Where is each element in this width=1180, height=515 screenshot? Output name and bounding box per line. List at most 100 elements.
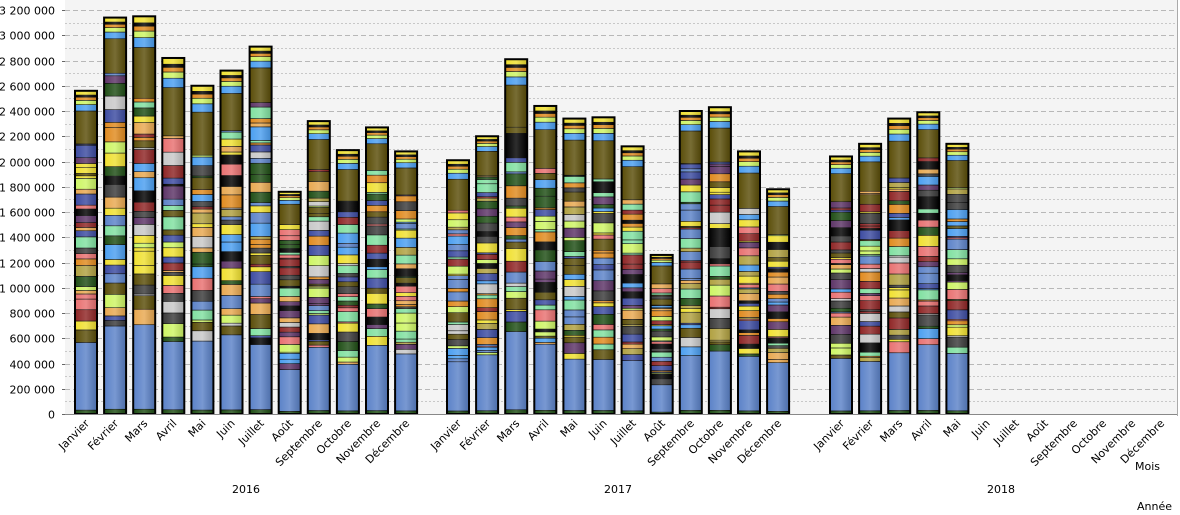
bar-outline: [504, 58, 529, 416]
bar-2016-Novembre: [365, 126, 389, 415]
y-tick-label: 2 000 000: [0, 157, 55, 170]
y-tick-label: 3 000 000: [0, 30, 55, 43]
bar-2017-Novembre: [737, 150, 761, 415]
bar-outline: [737, 150, 761, 415]
bar-2017-Octobre: [707, 106, 732, 416]
bars: [74, 15, 970, 416]
bar-outline: [306, 120, 331, 415]
month-label: Juin: [213, 417, 237, 441]
y-tick-label: 2 200 000: [0, 131, 55, 144]
bar-outline: [562, 117, 587, 415]
month-label: Juillet: [607, 416, 639, 448]
bar-outline: [533, 104, 558, 415]
bar-outline: [649, 253, 674, 415]
y-tick-label: 600 000: [10, 333, 56, 346]
month-label: Février: [457, 417, 493, 453]
bar-2018-Mars: [887, 117, 912, 415]
month-label: Mai: [941, 417, 964, 440]
bar-2017-Juin: [591, 116, 616, 415]
bar-2016-Juillet: [248, 45, 273, 416]
month-label: Mars: [122, 417, 150, 445]
month-label: Janvier: [427, 417, 464, 454]
year-label-2018: 2018: [987, 483, 1015, 496]
y-tick-label: 0: [48, 409, 55, 422]
y-tick-label: 2 400 000: [0, 106, 55, 119]
month-label: Juillet: [235, 416, 267, 448]
y-tick-label: 1 800 000: [0, 182, 55, 195]
bar-2016-Octobre: [335, 149, 360, 415]
month-label: Janvier: [810, 417, 847, 454]
bar-outline: [887, 117, 912, 415]
bar-outline: [365, 126, 389, 415]
bar-2017-Avril: [533, 104, 558, 415]
bar-outline: [591, 116, 616, 415]
x-axis-title-mois: Mois: [1135, 460, 1160, 473]
bar-2016-Février: [103, 16, 128, 415]
y-tick-label: 1 000 000: [0, 283, 55, 296]
bar-outline: [766, 188, 791, 415]
y-tick-label: 3 200 000: [0, 5, 55, 18]
bar-2016-Mai: [190, 84, 215, 415]
y-tick-label: 2 800 000: [0, 56, 55, 69]
y-tick-label: 400 000: [10, 359, 56, 372]
bar-outline: [916, 111, 941, 415]
year-label-2017: 2017: [604, 483, 632, 496]
month-label: Avril: [525, 417, 551, 443]
bar-2018-Février: [858, 142, 883, 415]
bar-outline: [219, 69, 244, 415]
y-tick-label: 1 200 000: [0, 258, 55, 271]
bar-outline: [475, 135, 500, 415]
y-tick-label: 800 000: [10, 308, 56, 321]
bar-2016-Mars: [132, 15, 157, 415]
bar-2017-Mars: [504, 58, 529, 416]
bar-2017-Février: [475, 135, 500, 415]
bar-outline: [945, 142, 970, 415]
month-label: Janvier: [55, 417, 92, 454]
bar-outline: [678, 110, 703, 415]
bar-2016-Janvier: [74, 89, 98, 416]
bar-outline: [335, 149, 360, 415]
bar-2016-Décembre: [394, 150, 419, 415]
bar-2017-Janvier: [446, 159, 470, 415]
month-label: Février: [840, 417, 876, 453]
month-label: Juillet: [990, 416, 1022, 448]
bar-2017-Juillet: [620, 145, 645, 415]
month-label: Mars: [877, 417, 905, 445]
x-axis-title-annee: Année: [1137, 500, 1172, 513]
bar-2018-Janvier: [829, 155, 853, 415]
bar-outline: [277, 190, 302, 415]
y-tick-label: 1 400 000: [0, 232, 55, 245]
month-label: Juin: [585, 417, 609, 441]
month-label: Février: [85, 417, 121, 453]
month-label: Juin: [968, 417, 992, 441]
bar-outline: [74, 89, 98, 416]
bar-2016-Juin: [219, 69, 244, 415]
bar-2017-Décembre: [766, 188, 791, 415]
bar-outline: [829, 155, 853, 415]
y-axis: 0 200 000 400 000 600 000 800 000 1 000 000 1 …: [0, 5, 65, 422]
bar-2016-Août: [277, 190, 302, 415]
x-axis-year-labels: 2016 2017 2018: [232, 483, 1015, 496]
bar-2016-Avril: [161, 56, 186, 415]
month-label: Avril: [908, 417, 934, 443]
bar-outline: [858, 142, 883, 415]
bar-outline: [620, 145, 645, 415]
year-label-2016: 2016: [232, 483, 260, 496]
month-label: Mai: [186, 417, 209, 440]
bar-2017-Septembre: [678, 110, 703, 415]
y-tick-label: 2 600 000: [0, 81, 55, 94]
bar-2017-Mai: [562, 117, 587, 415]
bar-outline: [161, 56, 186, 415]
month-label: Avril: [153, 417, 179, 443]
bar-outline: [190, 84, 215, 415]
month-label: Mars: [494, 417, 522, 445]
month-label: Mai: [558, 417, 581, 440]
bar-outline: [446, 159, 470, 415]
bar-2017-Août: [649, 253, 674, 415]
bar-outline: [103, 16, 128, 415]
bar-outline: [132, 15, 157, 415]
bar-outline: [707, 106, 732, 416]
y-tick-label: 200 000: [10, 384, 56, 397]
bar-outline: [394, 150, 419, 415]
